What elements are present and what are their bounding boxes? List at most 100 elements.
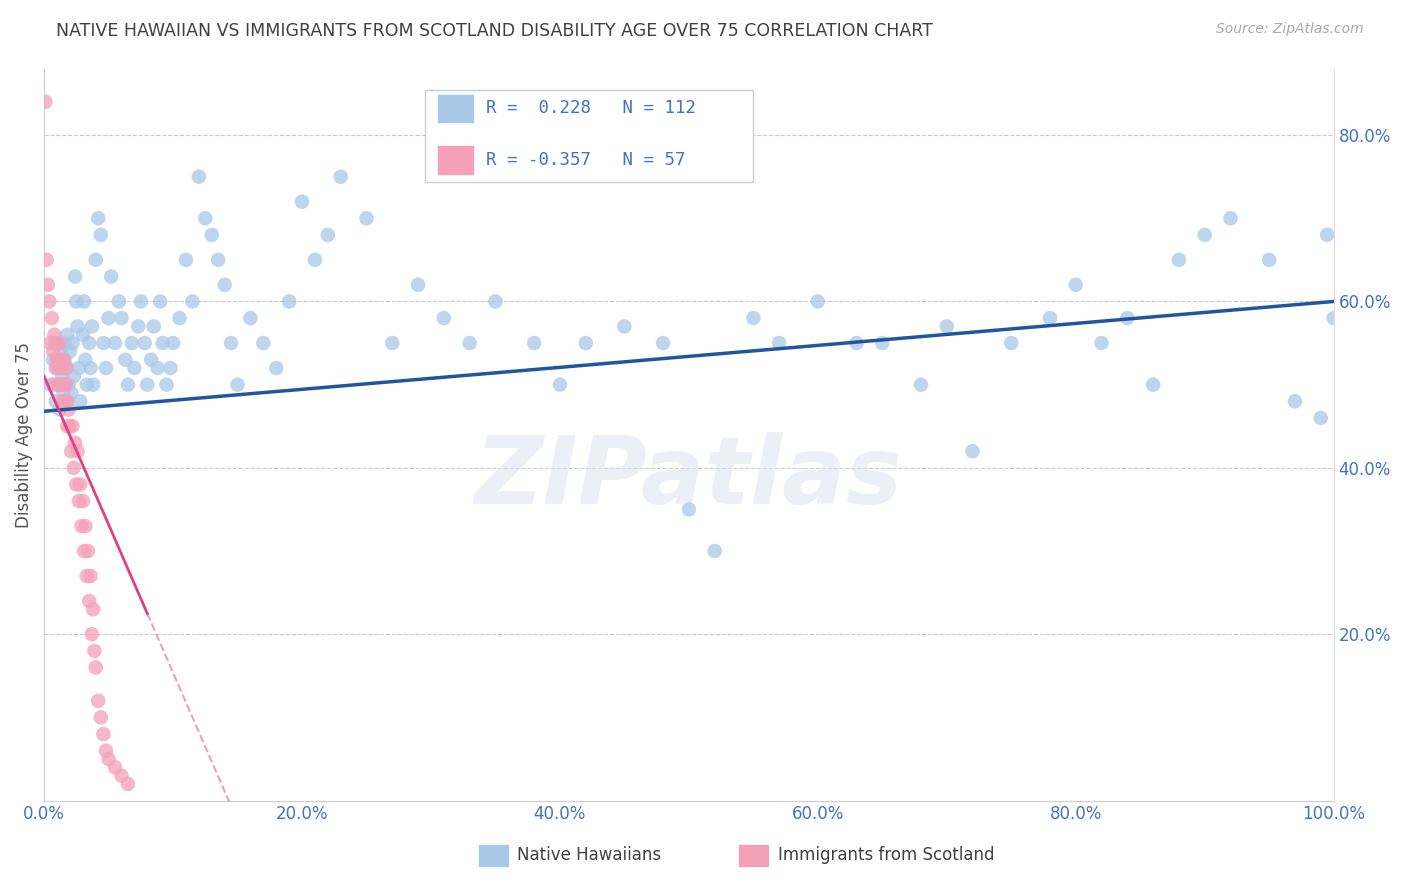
Point [62,460,84,475]
FancyBboxPatch shape [437,145,474,175]
Point [56,419,79,434]
Point [226,377,249,392]
Point [523,336,546,351]
Point [678,502,700,516]
Point [100,269,122,284]
Point [1323,311,1346,326]
Point [121,336,143,351]
Point [742,311,765,326]
Point [156,377,179,392]
Point [807,294,830,309]
Point [44,327,66,342]
Point [94,744,117,758]
Point [962,444,984,458]
Point [72,327,94,342]
Point [44,377,66,392]
Point [1167,252,1189,267]
Point [174,252,197,267]
Point [117,377,139,392]
Point [55,377,77,392]
Point [169,311,191,326]
Point [84,660,107,674]
Point [108,294,131,309]
Point [77,336,100,351]
Point [252,336,274,351]
Point [239,311,262,326]
Point [60,386,83,401]
Point [53,336,76,351]
Point [1219,211,1241,226]
Point [75,352,97,367]
Point [42,352,65,367]
Point [207,252,229,267]
Point [51,361,73,376]
Point [304,252,326,267]
Point [159,361,181,376]
Point [910,377,932,392]
Point [134,336,156,351]
Point [162,336,184,351]
Point [82,377,104,392]
Point [87,211,110,226]
Point [42,344,65,359]
Point [66,319,89,334]
Point [45,394,67,409]
Point [72,494,94,508]
Point [52,386,75,401]
Point [114,352,136,367]
Point [329,169,352,184]
Point [58,402,80,417]
Point [316,227,339,242]
Point [1064,277,1087,292]
Point [75,519,97,533]
Point [59,344,82,359]
Point [433,311,456,326]
Point [35,252,58,267]
Point [90,710,112,724]
Point [142,319,165,334]
Point [110,769,132,783]
Point [55,361,77,376]
Point [219,336,242,351]
Point [110,311,132,326]
Point [97,311,120,326]
Point [1090,336,1112,351]
FancyBboxPatch shape [425,90,754,182]
Point [70,519,93,533]
Point [703,544,725,558]
Point [73,544,96,558]
Point [39,377,62,392]
Point [60,444,83,458]
Point [264,361,287,376]
Point [51,369,73,384]
Point [77,594,100,608]
Point [80,319,103,334]
Point [65,477,87,491]
Point [46,377,69,392]
Point [872,336,894,351]
Point [458,336,481,351]
Point [49,352,72,367]
Point [278,294,301,309]
Point [55,394,77,409]
Point [45,361,67,376]
Point [1309,411,1331,425]
Point [52,352,75,367]
Point [152,336,174,351]
Point [62,369,84,384]
Point [52,377,75,392]
Point [97,752,120,766]
Point [146,361,169,376]
Point [1194,227,1216,242]
Point [1258,252,1281,267]
Point [79,569,101,583]
Point [83,644,105,658]
Point [63,436,86,450]
Point [845,336,868,351]
Point [46,377,69,392]
Point [613,319,636,334]
Point [548,377,571,392]
Point [90,227,112,242]
Point [82,602,104,616]
Point [56,394,79,409]
